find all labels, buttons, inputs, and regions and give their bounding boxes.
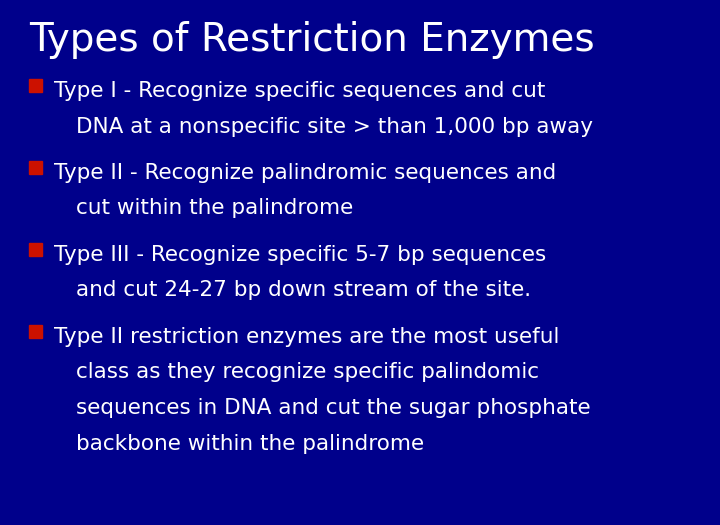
Text: Type I - Recognize specific sequences and cut: Type I - Recognize specific sequences an… [54,81,545,101]
FancyBboxPatch shape [29,324,42,338]
FancyBboxPatch shape [29,161,42,174]
FancyBboxPatch shape [29,243,42,256]
Text: sequences in DNA and cut the sugar phosphate: sequences in DNA and cut the sugar phosp… [76,398,590,418]
Text: Types of Restriction Enzymes: Types of Restriction Enzymes [29,21,595,59]
Text: Type III - Recognize specific 5-7 bp sequences: Type III - Recognize specific 5-7 bp seq… [54,245,546,265]
Text: DNA at a nonspecific site > than 1,000 bp away: DNA at a nonspecific site > than 1,000 b… [76,117,593,136]
FancyBboxPatch shape [29,79,42,92]
Text: class as they recognize specific palindomic: class as they recognize specific palindo… [76,362,539,382]
Text: and cut 24-27 bp down stream of the site.: and cut 24-27 bp down stream of the site… [76,280,531,300]
Text: Type II restriction enzymes are the most useful: Type II restriction enzymes are the most… [54,327,559,346]
Text: backbone within the palindrome: backbone within the palindrome [76,434,424,454]
Text: Type II - Recognize palindromic sequences and: Type II - Recognize palindromic sequence… [54,163,557,183]
Text: cut within the palindrome: cut within the palindrome [76,198,353,218]
